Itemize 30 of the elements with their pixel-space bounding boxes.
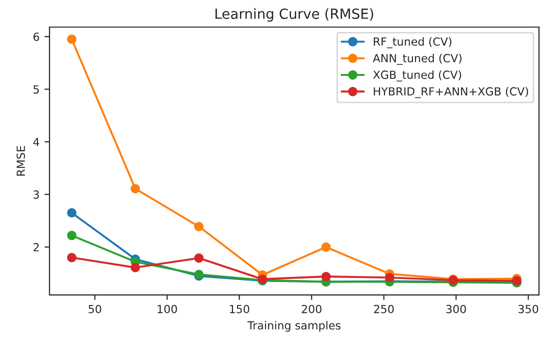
x-tick-label: 200 — [302, 304, 322, 314]
x-tick-label: 100 — [158, 304, 177, 314]
point — [67, 230, 76, 240]
point — [67, 208, 76, 218]
point — [321, 242, 331, 252]
legend-label: HYBRID_RF+ANN+XGB (CV) — [374, 86, 528, 98]
y-tick-label: 5 — [34, 85, 39, 94]
x-axis-title: Training samples — [247, 320, 340, 332]
point — [130, 262, 140, 272]
legend-label: XGB_tuned (CV) — [373, 70, 462, 82]
point — [67, 34, 76, 44]
x-tick-label: 250 — [374, 304, 394, 314]
legend-label: ANN_tuned (CV) — [372, 54, 462, 65]
point — [194, 222, 204, 232]
point — [321, 272, 331, 282]
x-tick-label: 50 — [88, 304, 102, 314]
point — [194, 253, 204, 263]
point — [130, 184, 140, 194]
x-tick-label: 300 — [446, 304, 466, 314]
y-tick-label: 6 — [33, 32, 40, 41]
y-tick-label: 3 — [34, 190, 39, 199]
legend-label: RF_tuned (CV) — [374, 37, 452, 48]
y-tick-label: 4 — [33, 138, 40, 146]
point — [384, 272, 394, 282]
y-axis-title: RMSE — [16, 146, 25, 176]
chart-title: Learning Curve (RMSE) — [216, 8, 374, 22]
x-tick-label: 150 — [230, 304, 250, 314]
x-tick-label: 350 — [518, 304, 538, 314]
point — [67, 252, 76, 262]
y-tick-label: 2 — [34, 243, 39, 252]
